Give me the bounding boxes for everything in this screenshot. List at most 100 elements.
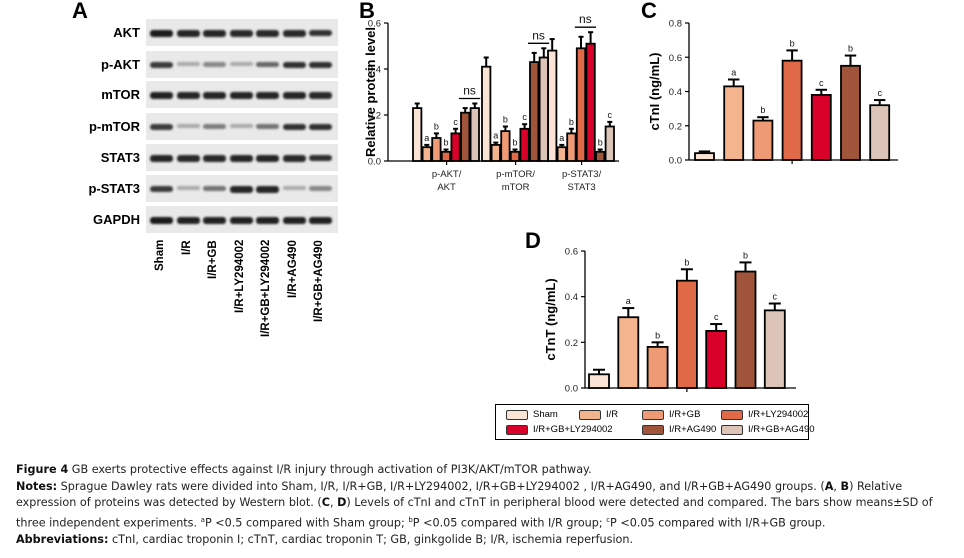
legend-label: I/R+GB+AG490 (748, 424, 815, 435)
significance-label: c (877, 88, 882, 98)
blot-band (282, 217, 306, 224)
blot-band (203, 217, 226, 224)
p-b: P <0.05 compared with I/R group; (412, 516, 607, 530)
legend-swatch (579, 409, 601, 420)
panel-a-letter: A (72, 0, 88, 23)
sep: , (833, 479, 841, 493)
significance-label: a (731, 68, 736, 78)
blot-band (309, 124, 332, 131)
blot-band (229, 186, 253, 193)
blot-strip (146, 19, 338, 46)
blot-strip (146, 206, 338, 233)
blot-band (282, 30, 306, 37)
y-tick-label: 0.0 (368, 157, 381, 168)
significance-label: b (848, 44, 853, 54)
bar (694, 152, 715, 161)
y-tick-label: 0.6 (565, 247, 578, 258)
sup-c: c (606, 515, 611, 524)
significance-label: b (760, 105, 765, 115)
blot-band (282, 124, 306, 131)
blot-band (229, 30, 253, 37)
legend-swatch (506, 424, 528, 435)
blot-band (229, 155, 253, 162)
sep: , (329, 496, 338, 510)
blot-row-label: STAT3 (100, 150, 140, 165)
blot-band (150, 186, 173, 193)
blot-band (309, 217, 332, 224)
y-axis-label: Relative protein level (363, 27, 378, 157)
legend-label: I/R+AG490 (669, 424, 717, 435)
blot-band (150, 217, 173, 224)
ref-b: B (840, 479, 850, 493)
significance-label: a (493, 131, 498, 141)
panel-d: D 0.0 0.2 0.4 0.6 cTnT (ng/mL) a b b c b c (510, 225, 830, 405)
caption-notes: Notes: Sprague Dawley rats were divided … (16, 479, 956, 533)
bar (588, 373, 610, 389)
y-tick-label: 0.0 (565, 384, 578, 395)
significance-label: c (714, 312, 719, 322)
blot-band (203, 92, 226, 99)
figure-label: Figure 4 (16, 463, 69, 476)
chart-c: 0.0 0.2 0.4 0.6 0.8 cTnI (ng/mL) a b b c b c (647, 19, 898, 167)
bar (500, 130, 511, 162)
legend-swatch (506, 409, 528, 420)
y-tick-label: 0.6 (368, 19, 381, 30)
blot-band (256, 124, 279, 130)
bar (810, 94, 832, 161)
blot-band (309, 62, 332, 69)
notes-text: Sprague Dawley rats were divided into Sh… (57, 479, 825, 493)
blot-band (176, 217, 200, 224)
lane-label: I/R+GB+AG490 (313, 240, 325, 322)
blot-row-label: GAPDH (93, 212, 140, 227)
x-tick-label: AKT (437, 182, 456, 193)
panel-c: C 0.0 0.2 0.4 0.6 0.8 cTnI (ng/mL) a b b c b c (620, 0, 964, 200)
bar (617, 316, 640, 389)
legend-swatch (642, 424, 664, 435)
bar (460, 111, 471, 162)
legend: Sham I/R I/R+GB I/R+LY294002 I/R+GB+LY294002… (495, 404, 815, 440)
panel-d-letter: D (525, 228, 541, 253)
bar (575, 47, 587, 162)
significance-label: b (655, 330, 660, 340)
blot-strip (146, 175, 338, 202)
blot-row-label: mTOR (101, 87, 140, 102)
bar (509, 150, 521, 162)
blot-band (282, 92, 306, 99)
y-tick-label: 0.6 (669, 53, 682, 64)
blot-band (309, 92, 332, 99)
panel-a: A AKT p-AKT mTOR p-mTOR STAT3 p-STAT3 GAPDH Sh… (0, 0, 350, 380)
y-tick-label: 0.2 (669, 121, 682, 132)
notes-text: ) Relative expression of proteins was de… (16, 479, 903, 510)
significance-label: a (626, 296, 631, 306)
significance-label: b (443, 138, 448, 148)
bar (519, 127, 530, 162)
bar (421, 146, 432, 162)
legend-item: Sham (506, 409, 558, 420)
notes-label: Notes: (16, 479, 58, 493)
abbr-text: cTnI, cardiac troponin I; cTnT, cardiac … (108, 533, 634, 547)
ref-c: C (321, 496, 330, 510)
bar (604, 125, 615, 162)
legend-swatch (721, 409, 743, 420)
blot-band (229, 62, 253, 67)
blot-band (229, 124, 253, 129)
lane-label: I/R (180, 240, 193, 255)
y-axis-label: cTnI (ng/mL) (647, 53, 662, 131)
bar (705, 330, 728, 389)
bar (490, 143, 501, 162)
blot-band (309, 186, 332, 191)
legend-swatch (642, 409, 664, 420)
figure-caption: Figure 4 GB exerts protective effects ag… (16, 462, 956, 549)
x-tick-label: p-AKT/ (432, 169, 462, 180)
lane-label: Sham (154, 239, 166, 271)
significance-label: b (434, 121, 439, 131)
x-tick-label: p-mTOR/ (496, 169, 535, 180)
legend-item: I/R+GB+AG490 (721, 424, 815, 435)
blot-band (309, 30, 332, 37)
sup-a: a (200, 515, 205, 524)
blot-band (256, 62, 279, 68)
y-tick-label: 0.2 (565, 338, 578, 349)
bar (723, 85, 745, 161)
legend-item: I/R+AG490 (642, 424, 716, 435)
blot-row-label: p-mTOR (88, 119, 140, 134)
